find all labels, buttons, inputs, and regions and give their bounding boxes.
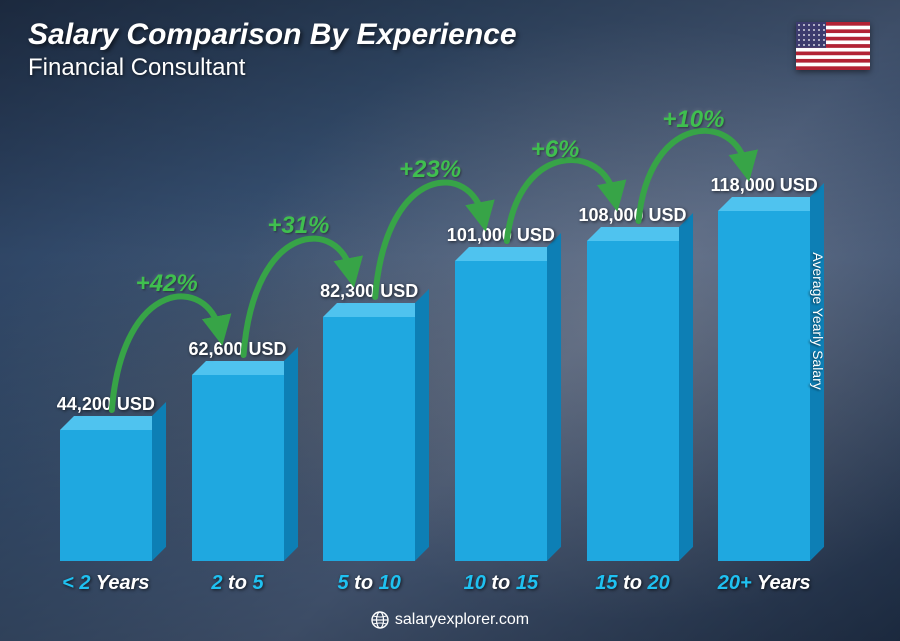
chart-header: Salary Comparison By Experience Financia… bbox=[28, 18, 517, 82]
bar-group: 44,200 USD< 2 Years bbox=[40, 100, 172, 561]
change-label: +42% bbox=[136, 270, 198, 298]
bar: 108,000 USD bbox=[587, 241, 679, 561]
bar-top bbox=[192, 361, 298, 375]
bar-front bbox=[455, 261, 547, 561]
bar-value-label: 62,600 USD bbox=[188, 339, 286, 360]
bar-value-label: 118,000 USD bbox=[711, 175, 818, 196]
change-label: +23% bbox=[399, 156, 461, 184]
x-axis-label: 10 to 15 bbox=[464, 572, 539, 595]
bar-value-label: 82,300 USD bbox=[320, 281, 418, 302]
bar: 44,200 USD bbox=[60, 430, 152, 561]
chart-title: Salary Comparison By Experience bbox=[28, 18, 517, 52]
bar-front bbox=[192, 375, 284, 561]
bar-value-label: 44,200 USD bbox=[57, 394, 155, 415]
x-axis-label: 2 to 5 bbox=[211, 572, 263, 595]
bar-side bbox=[284, 347, 298, 561]
change-label: +6% bbox=[531, 136, 580, 164]
x-axis-label: 20+ Years bbox=[718, 572, 811, 595]
bar-side bbox=[547, 233, 561, 561]
chart-subtitle: Financial Consultant bbox=[28, 54, 517, 82]
bar-top bbox=[323, 303, 429, 317]
bar-side bbox=[152, 402, 166, 561]
bar-top bbox=[60, 416, 166, 430]
bar-front bbox=[718, 211, 810, 561]
chart-area: 44,200 USD< 2 Years62,600 USD2 to 582,30… bbox=[40, 100, 830, 561]
bar-front bbox=[60, 430, 152, 561]
bar-value-label: 108,000 USD bbox=[578, 205, 686, 226]
bar-group: 62,600 USD2 to 5 bbox=[172, 100, 304, 561]
bar-top bbox=[455, 247, 561, 261]
bar: 118,000 USD bbox=[718, 211, 810, 561]
flag-icon bbox=[796, 22, 870, 70]
change-label: +10% bbox=[662, 106, 724, 134]
bar-value-label: 101,000 USD bbox=[447, 225, 555, 246]
x-axis-label: < 2 Years bbox=[62, 572, 149, 595]
footer-text: salaryexplorer.com bbox=[395, 611, 529, 628]
footer: salaryexplorer.com bbox=[0, 611, 900, 629]
bar-front bbox=[323, 317, 415, 561]
bar-side bbox=[679, 213, 693, 561]
change-label: +31% bbox=[267, 212, 329, 240]
x-axis-label: 5 to 10 bbox=[337, 572, 400, 595]
globe-icon bbox=[371, 611, 389, 629]
x-axis-label: 15 to 20 bbox=[595, 572, 670, 595]
bar: 62,600 USD bbox=[192, 375, 284, 561]
bar: 101,000 USD bbox=[455, 261, 547, 561]
bar: 82,300 USD bbox=[323, 317, 415, 561]
bar-group: 108,000 USD15 to 20 bbox=[567, 100, 699, 561]
bar-top bbox=[718, 197, 824, 211]
bar-top bbox=[587, 227, 693, 241]
y-axis-label: Average Yearly Salary bbox=[809, 252, 825, 390]
bar-front bbox=[587, 241, 679, 561]
bar-side bbox=[415, 289, 429, 561]
